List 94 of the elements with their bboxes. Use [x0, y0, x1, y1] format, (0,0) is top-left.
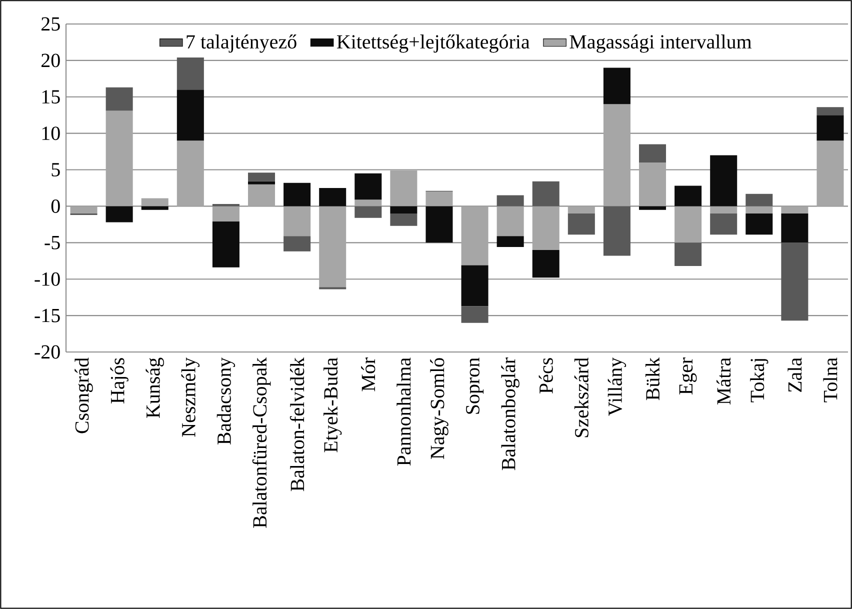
- bar: [319, 206, 346, 288]
- x-tick-label: Hajós: [110, 358, 128, 404]
- x-tick-label: Balaton-felvidék: [290, 357, 304, 492]
- x-tick-label: Badacsony: [216, 357, 236, 445]
- bar: [141, 198, 168, 206]
- bar: [284, 182, 311, 206]
- x-tick-label: Csongrád: [74, 358, 93, 434]
- bar: [710, 206, 738, 214]
- bar: [674, 206, 702, 243]
- bar: [141, 206, 168, 210]
- bar: [176, 90, 204, 141]
- bar: [461, 265, 488, 306]
- bar: [710, 214, 738, 235]
- x-tick-label: Mór: [361, 358, 376, 392]
- bar: [70, 206, 98, 214]
- bar: [106, 110, 133, 206]
- bar: [248, 184, 276, 206]
- x-tick-label: Zala: [788, 358, 802, 392]
- legend-label: 7 talajtényező: [186, 34, 296, 53]
- bar: [284, 236, 311, 252]
- bar: [746, 214, 773, 235]
- bar: [461, 206, 488, 266]
- y-tick-label: 20: [42, 54, 60, 68]
- x-tick-label: Sopron: [466, 358, 484, 414]
- bar: [461, 306, 488, 323]
- bar: [390, 170, 418, 206]
- x-tick-label: Balatonfüred-Csopak: [252, 357, 271, 528]
- legend-label: Kitettség+lejtőkategória: [336, 34, 530, 53]
- y-tick-label: -10: [34, 272, 60, 286]
- bar: [816, 107, 844, 116]
- bar: [212, 222, 240, 268]
- bar: [568, 214, 595, 235]
- x-tick-label: Szekszárd: [574, 358, 588, 438]
- legend-label: Magassági intervallum: [570, 34, 752, 53]
- y-tick-label: 15: [42, 90, 60, 104]
- bar: [176, 58, 204, 90]
- bar: [426, 206, 453, 243]
- x-tick-label: Tolna: [823, 358, 838, 402]
- bar: [781, 242, 808, 321]
- x-tick-label: Mátra: [716, 358, 731, 405]
- bar: [354, 206, 382, 218]
- bar: [426, 192, 453, 206]
- x-tick-label: Pécs: [538, 358, 553, 394]
- bar: [603, 104, 630, 206]
- x-tick-label: Neszmély: [181, 357, 200, 437]
- bar: [674, 242, 702, 266]
- bar: [746, 194, 773, 206]
- bar: [639, 206, 666, 210]
- bar: [390, 206, 418, 214]
- bar: [212, 206, 240, 222]
- y-tick-label: 5: [52, 163, 60, 176]
- bar: [532, 206, 560, 250]
- y-tick-label: 25: [42, 17, 60, 31]
- bar: [568, 206, 595, 214]
- y-tick-label: -15: [34, 308, 60, 322]
- bar: [284, 206, 311, 236]
- bar: [390, 214, 418, 226]
- y-tick-label: 10: [42, 126, 60, 140]
- bar: [603, 206, 630, 256]
- x-tick-label: Balatonboglár: [501, 358, 520, 470]
- bar: [816, 140, 844, 206]
- bar: [496, 206, 524, 236]
- bar: [746, 206, 773, 214]
- bar: [816, 115, 844, 141]
- bar: [354, 200, 382, 206]
- bar: [532, 181, 560, 206]
- y-tick-label: -20: [34, 345, 60, 359]
- bar: [496, 195, 524, 206]
- bar: [248, 172, 276, 182]
- bar: [603, 68, 630, 104]
- bar: [248, 181, 276, 184]
- y-tick-label: -5: [44, 236, 60, 250]
- bar: [106, 206, 133, 222]
- x-tick-label: Etyek-Buda: [324, 358, 342, 452]
- y-tick-label: 0: [51, 199, 60, 213]
- x-tick-label: Eger: [679, 358, 697, 395]
- x-tick-label: Nagy-Somló: [430, 358, 448, 459]
- bar: [319, 188, 346, 206]
- x-tick-label: Tokaj: [750, 359, 768, 402]
- bar: [639, 162, 666, 206]
- bar: [176, 140, 204, 206]
- x-tick-label: Pannonhalma: [396, 358, 411, 466]
- x-tick-label: Villány: [608, 357, 626, 416]
- bar: [532, 250, 560, 278]
- bar: [496, 236, 524, 248]
- bar: [781, 206, 808, 214]
- bar: [106, 87, 133, 111]
- bar: [674, 186, 702, 206]
- bar: [639, 144, 666, 162]
- bar: [781, 214, 808, 243]
- bar: [710, 155, 738, 206]
- bar: [354, 173, 382, 200]
- x-tick-label: Bükk: [645, 357, 660, 400]
- x-tick-label: Kunság: [146, 358, 164, 418]
